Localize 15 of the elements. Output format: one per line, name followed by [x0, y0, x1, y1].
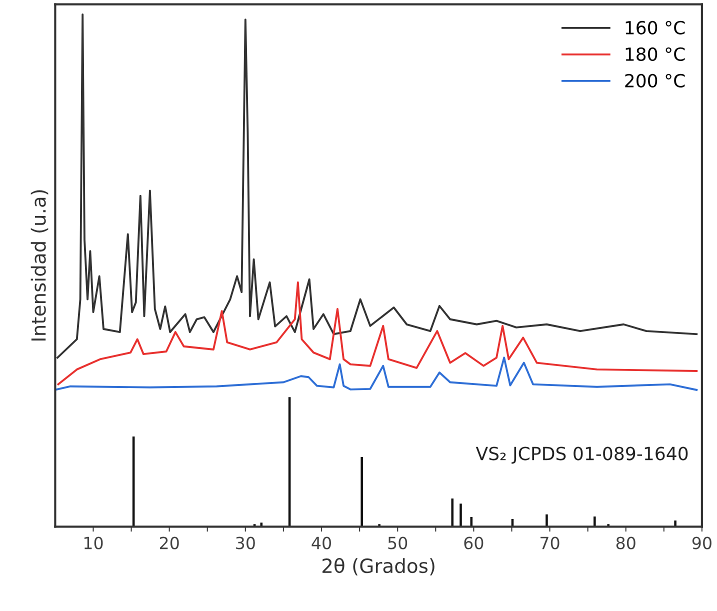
x-tick-label: 60: [464, 536, 484, 550]
x-tick-label: 90: [692, 536, 712, 550]
x-tick-label: 50: [388, 536, 408, 550]
x-axis-title: 2θ (Grados): [322, 558, 434, 576]
legend-label: 160 °C: [626, 20, 685, 35]
x-tick-label: 70: [540, 536, 560, 550]
x-tick-label: 20: [160, 536, 179, 550]
y-axis-title: Intensidad (u.a): [30, 190, 48, 341]
legend-label: 180 °C: [626, 47, 685, 62]
legend-label: 200 °C: [625, 74, 685, 88]
x-tick-label: 40: [312, 536, 332, 550]
x-tick-label: 10: [84, 536, 103, 550]
annotation: VS₂ JCPDS 01-089-1640: [476, 446, 688, 464]
x-tick-label: 30: [236, 536, 255, 550]
x-tick-label: 80: [616, 536, 636, 550]
